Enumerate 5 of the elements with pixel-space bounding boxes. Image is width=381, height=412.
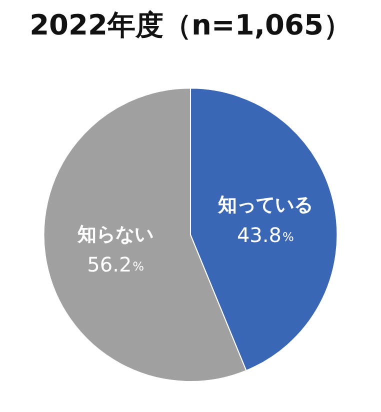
slice-label: 知らない (76, 224, 154, 246)
slice-label: 知っている (216, 194, 313, 216)
data-label: 43.8% (236, 223, 294, 248)
data-label: 56.2% (87, 252, 144, 277)
chart-title: 2022年度（n=1,065） (30, 8, 352, 42)
